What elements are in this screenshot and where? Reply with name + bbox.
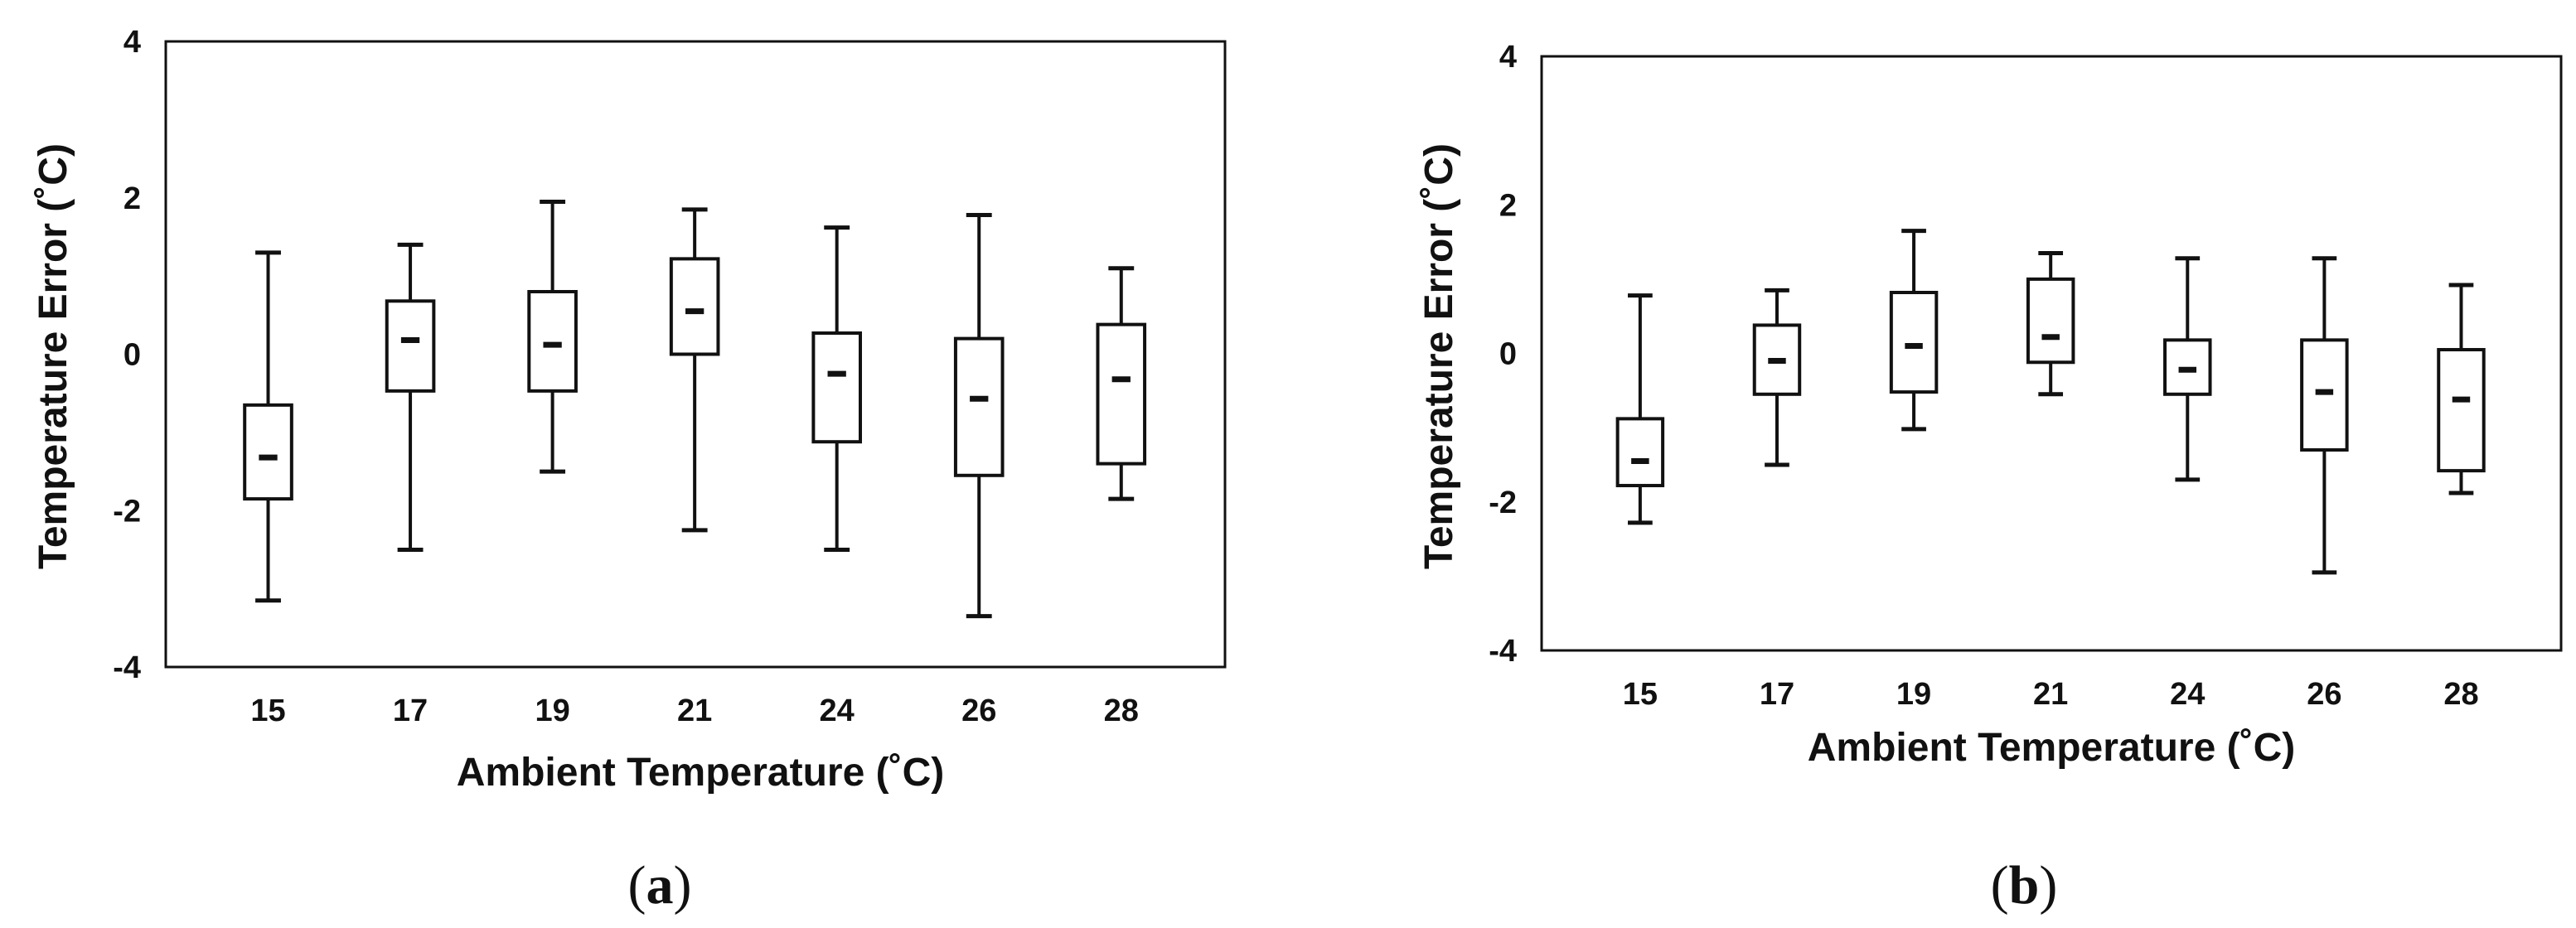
boxes-b [1615, 229, 2486, 575]
box-26 [953, 213, 1005, 619]
iqr-box [243, 403, 293, 501]
panel-label-a-letter: a [646, 855, 674, 916]
x-tick-label: 19 [1896, 677, 1931, 712]
x-tick-label: 21 [2033, 677, 2068, 712]
x-tick-label: 17 [1760, 677, 1794, 712]
box-15 [1615, 293, 1665, 525]
panel-label-b: (b) [1991, 855, 2058, 916]
x-tick-label: 21 [677, 694, 712, 728]
panel-label-a-open: ( [628, 855, 646, 916]
box-17 [385, 242, 436, 552]
y-tick-label: -4 [113, 650, 141, 685]
y-tick-label: -4 [1489, 634, 1517, 669]
x-tick-label: 24 [820, 694, 855, 728]
panel-label-b-letter: b [2009, 855, 2040, 916]
x-tick-label: 28 [2443, 677, 2478, 712]
box-28 [1096, 266, 1147, 501]
box-28 [2437, 283, 2486, 495]
x-tick-label: 26 [961, 694, 996, 728]
panel-label-b-close: ) [2039, 855, 2057, 916]
y-tick-labels-a: 4 2 0 -2 -4 [113, 25, 141, 685]
y-axis-label-b: Temperature Error (˚C) [1417, 143, 1461, 569]
x-axis-label-a: Ambient Temperature (˚C) [457, 751, 945, 795]
x-tick-labels-b: 15 17 19 21 24 26 28 [1623, 677, 2479, 712]
box-15 [243, 250, 293, 603]
box-19 [1889, 229, 1939, 432]
chart-panel-a: 4 2 0 -2 -4 15 17 19 21 24 26 28 Ambient Temperatu… [31, 25, 1227, 916]
y-tick-label: 4 [1499, 40, 1517, 75]
iqr-box [1889, 291, 1939, 394]
iqr-box [527, 290, 578, 393]
x-tick-label: 24 [2170, 677, 2205, 712]
y-tick-label: 2 [1499, 188, 1517, 223]
y-tick-label: 4 [123, 25, 141, 60]
iqr-box [1096, 322, 1147, 466]
panel-label-a-close: ) [674, 855, 692, 916]
x-tick-label: 19 [535, 694, 569, 728]
iqr-box [1615, 417, 1665, 488]
x-tick-label: 17 [393, 694, 428, 728]
iqr-box [2026, 277, 2075, 365]
x-tick-label: 28 [1104, 694, 1139, 728]
iqr-box [2300, 338, 2349, 452]
panel-label-a: (a) [628, 855, 692, 916]
plot-frame-a [164, 40, 1227, 669]
iqr-box [2437, 348, 2486, 473]
x-tick-label: 15 [1623, 677, 1658, 712]
iqr-box [2163, 338, 2212, 396]
x-axis-label-b: Ambient Temperature (˚C) [1808, 726, 2296, 770]
y-tick-labels-b: 4 2 0 -2 -4 [1489, 40, 1517, 669]
iqr-box [669, 257, 720, 356]
y-tick-label: -2 [113, 494, 141, 529]
y-tick-label: 2 [123, 181, 141, 216]
iqr-box [953, 336, 1005, 477]
iqr-box [385, 299, 436, 393]
box-21 [2026, 251, 2075, 397]
x-tick-labels-a: 15 17 19 21 24 26 28 [250, 694, 1139, 728]
panel-label-b-open: ( [1991, 855, 2009, 916]
chart-panel-b: 4 2 0 -2 -4 15 17 19 21 24 26 28 Ambient Temperatu… [1417, 40, 2563, 916]
y-axis-label-a: Temperature Error (˚C) [31, 143, 75, 569]
y-tick-label: -2 [1489, 486, 1517, 520]
box-17 [1752, 288, 1802, 467]
box-19 [527, 199, 578, 474]
box-24 [2163, 256, 2212, 482]
y-tick-label: 0 [123, 338, 141, 373]
boxes-a [243, 199, 1147, 619]
box-26 [2300, 256, 2349, 575]
y-tick-label: 0 [1499, 337, 1517, 372]
plot-frame-b [1540, 55, 2563, 652]
box-21 [669, 207, 720, 533]
x-tick-label: 26 [2307, 677, 2341, 712]
box-24 [811, 225, 862, 552]
x-tick-label: 15 [250, 694, 285, 728]
iqr-box [811, 331, 862, 444]
